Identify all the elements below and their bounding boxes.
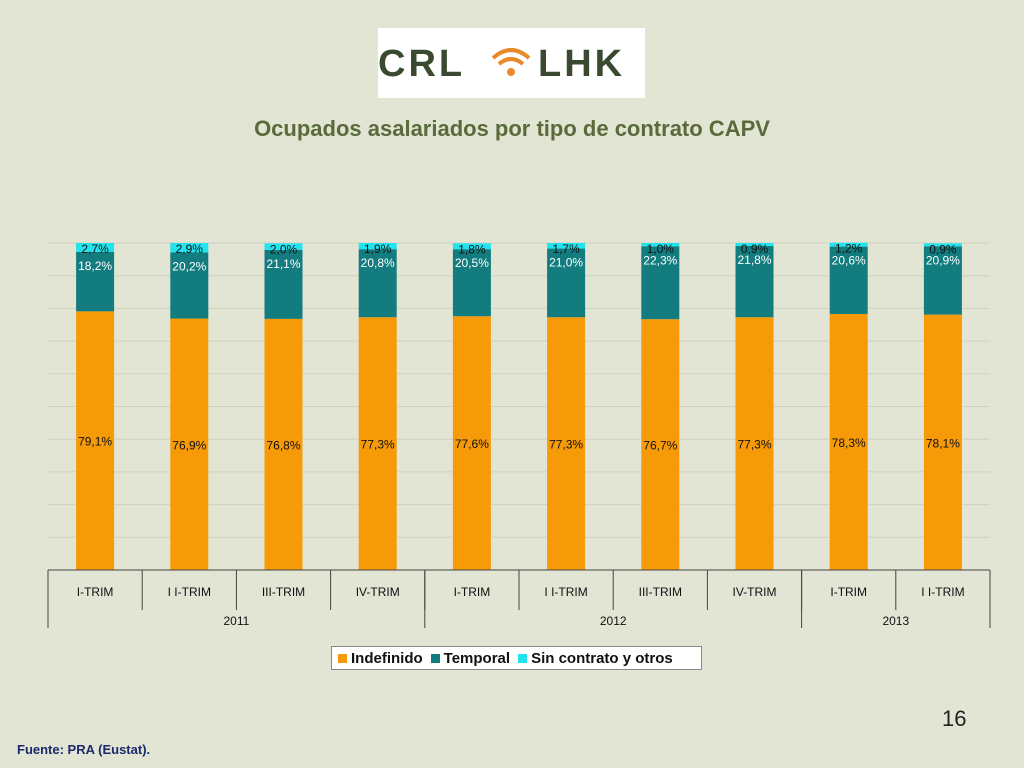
bar-segment-sin-contrato-y-otros [641,243,680,247]
logo-right-text: LHK [538,43,625,85]
legend-label: Indefinido [351,649,423,667]
chart-title: Ocupados asalariados por tipo de contrat… [254,116,770,141]
bar-segment-sin-contrato-y-otros [170,243,209,253]
x-tick-label: I I-TRIM [544,585,587,599]
data-label: 2,7% [81,242,109,256]
logo-left-text: CRL [378,43,465,85]
data-label: 20,2% [172,259,206,273]
x-tick-label: I-TRIM [454,585,491,599]
data-label: 20,8% [361,256,395,270]
legend-item: Sin contrato y otros [518,650,673,667]
data-label: 20,5% [455,256,489,270]
bar-segment-indefinido [547,317,586,570]
bar-segment-indefinido [923,314,962,570]
x-tick-label: III-TRIM [262,585,305,599]
bar-segment-indefinido [829,313,868,570]
bar-segment-indefinido [76,311,115,570]
page-number: 16 [942,706,967,731]
data-label: 0,9% [741,242,769,256]
data-label: 22,3% [643,253,677,267]
bar-segment-temporal [641,246,680,320]
bar-segment-sin-contrato-y-otros [923,243,962,247]
bar-segment-indefinido [264,318,303,570]
bar-segment-temporal [735,245,774,318]
x-tick-label: I-TRIM [830,585,867,599]
legend-label: Temporal [443,649,511,667]
source-note: Fuente: PRA (Eustat). [17,742,151,757]
x-tick-label: I I-TRIM [921,585,964,599]
legend-item: Temporal [430,649,511,667]
crl-lhk-logo: CRL LHK [378,28,645,98]
x-group-label: 2013 [882,614,909,628]
x-group-label: 2012 [600,614,627,628]
data-label: 77,6% [455,437,489,451]
bar-segment-sin-contrato-y-otros [76,243,115,252]
data-label: 78,3% [832,436,866,450]
data-label: 77,3% [549,438,583,452]
bar-segment-indefinido [641,319,680,570]
bar-segment-temporal [358,249,397,318]
bar-segment-temporal [76,251,115,312]
legend-item: Indefinido [338,650,423,667]
data-label: 2,9% [176,242,204,256]
data-label: 21,1% [266,257,300,271]
data-label: 78,1% [926,436,960,450]
chart-legend: Indefinido Temporal Sin contrato y otros [331,646,702,670]
data-label: 77,3% [361,438,395,452]
chart-bars [76,242,962,570]
bar-segment-indefinido [170,318,209,570]
x-tick-label: III-TRIM [639,585,682,599]
data-label: 21,8% [737,253,771,267]
x-tick-label: I-TRIM [77,585,114,599]
wifi-icon [491,48,531,76]
data-label: 77,3% [737,438,771,452]
bar-segment-indefinido [735,317,774,570]
legend-swatch [338,653,347,663]
legend-swatch [430,653,440,663]
legend-swatch [518,653,528,663]
bar-segment-sin-contrato-y-otros [735,243,774,246]
data-label: 76,9% [172,438,206,452]
bar-segment-sin-contrato-y-otros [829,242,868,247]
bar-segment-sin-contrato-y-otros [358,243,397,250]
data-label: 2,0% [270,242,298,256]
data-label: 76,8% [266,438,300,452]
bar-segment-temporal [829,246,868,314]
data-label: 21,0% [549,256,583,270]
logo-graphic: CRL LHK [378,43,625,85]
bar-segment-sin-contrato-y-otros [452,243,491,250]
legend-label: Sin contrato y otros [531,649,673,667]
data-label: 1,9% [364,242,392,256]
stacked-bar-chart: 79,1% 18,2% 2,7% 76,9% 20,2% 2,9% 76,8% 21,1%2,… [47,242,991,628]
data-label: 1,7% [552,242,580,256]
x-axis: I-TRIM I I-TRIM III-TRIM IV-TRIM I-TRIM I I-T… [47,569,991,628]
data-label: 0,9% [929,242,957,256]
data-label: 1,8% [458,242,486,256]
bar-segment-temporal [923,246,962,315]
bar-segment-indefinido [358,317,397,570]
bar-segment-temporal [452,249,491,317]
bar-segment-temporal [264,249,303,319]
bar-segment-temporal [547,248,586,318]
x-tick-label: I I-TRIM [168,585,211,599]
bar-segment-sin-contrato-y-otros [547,243,586,249]
x-group-label: 2011 [223,614,249,628]
data-label: 76,7% [643,439,677,453]
data-label: 79,1% [78,435,112,449]
bar-segment-indefinido [452,316,491,570]
data-label: 20,9% [926,253,960,267]
bar-segment-temporal [170,252,209,319]
x-tick-label: IV-TRIM [733,585,777,599]
chart-data-labels: 79,1% 18,2% 2,7% 76,9% 20,2% 2,9% 76,8% 21,1%2,… [78,242,960,453]
bar-segment-sin-contrato-y-otros [264,243,303,250]
data-label: 1,0% [647,242,675,256]
data-label: 20,6% [832,254,866,268]
x-tick-label: IV-TRIM [356,585,400,599]
data-label: 1,2% [835,242,863,256]
data-label: 18,2% [78,259,112,273]
